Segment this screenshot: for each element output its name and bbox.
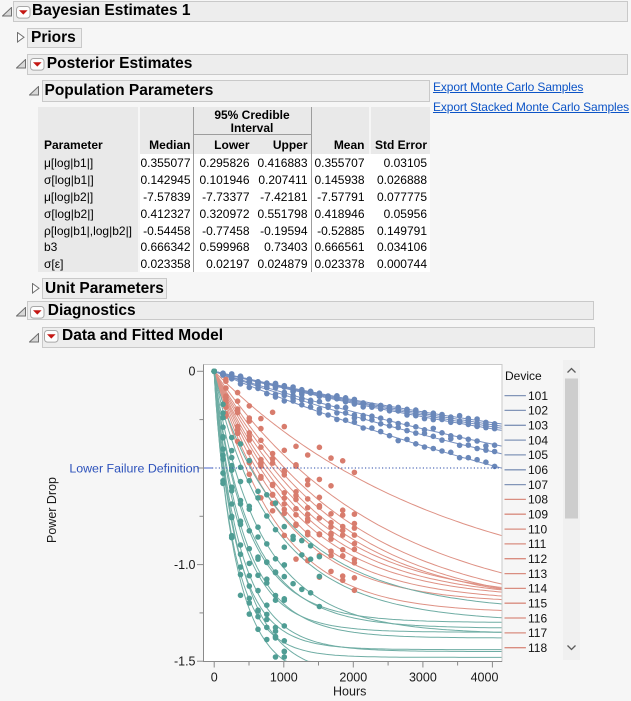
svg-text:101: 101 bbox=[528, 389, 548, 403]
svg-text:105: 105 bbox=[528, 448, 548, 462]
svg-text:107: 107 bbox=[528, 478, 548, 492]
svg-text:-1.0: -1.0 bbox=[174, 558, 196, 572]
svg-text:Hours: Hours bbox=[333, 685, 366, 699]
svg-text:Device: Device bbox=[505, 369, 542, 383]
svg-text:118: 118 bbox=[528, 641, 547, 655]
svg-text:114: 114 bbox=[528, 582, 547, 596]
svg-text:111: 111 bbox=[528, 537, 547, 551]
svg-text:102: 102 bbox=[528, 404, 548, 418]
svg-text:2000: 2000 bbox=[339, 670, 367, 684]
svg-text:0: 0 bbox=[211, 670, 218, 684]
svg-text:115: 115 bbox=[528, 597, 547, 611]
svg-text:108: 108 bbox=[528, 493, 548, 507]
svg-text:4000: 4000 bbox=[471, 670, 499, 684]
svg-text:Power Drop: Power Drop bbox=[45, 477, 59, 543]
svg-text:117: 117 bbox=[528, 626, 547, 640]
svg-text:116: 116 bbox=[528, 611, 547, 625]
svg-text:103: 103 bbox=[528, 419, 548, 433]
svg-text:112: 112 bbox=[528, 552, 547, 566]
svg-text:104: 104 bbox=[528, 433, 548, 447]
svg-text:3000: 3000 bbox=[409, 670, 437, 684]
svg-text:0: 0 bbox=[189, 365, 196, 379]
svg-text:106: 106 bbox=[528, 463, 548, 477]
svg-text:-1.5: -1.5 bbox=[174, 655, 196, 669]
svg-text:113: 113 bbox=[528, 567, 547, 581]
svg-text:1000: 1000 bbox=[270, 670, 298, 684]
svg-text:110: 110 bbox=[528, 522, 547, 536]
svg-text:109: 109 bbox=[528, 508, 548, 522]
svg-text:Lower Failure Definition: Lower Failure Definition bbox=[69, 461, 199, 475]
